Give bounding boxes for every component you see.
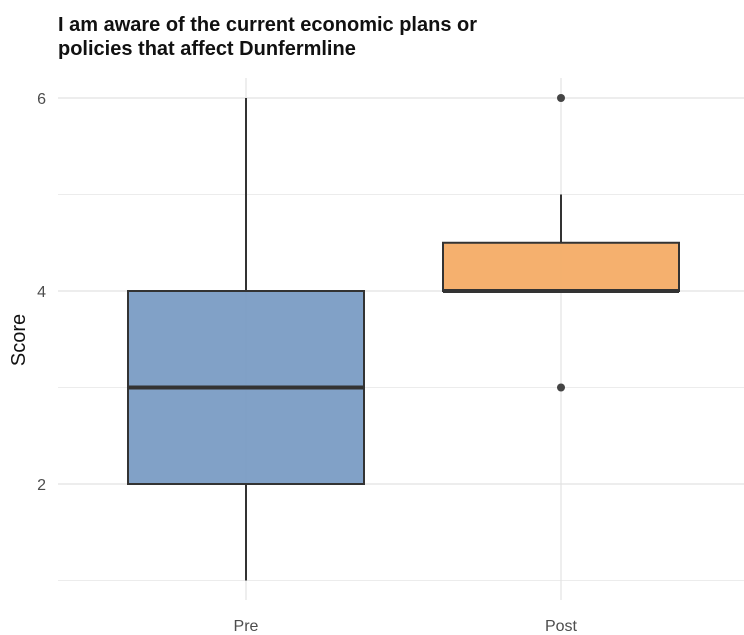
x-tick-labels: Pre Post xyxy=(234,618,578,635)
outlier-point xyxy=(557,94,565,102)
box-pre xyxy=(127,98,365,581)
box-post xyxy=(442,94,680,392)
chart-title-line-1: I am aware of the current economic plans… xyxy=(58,14,478,36)
y-tick-label: 2 xyxy=(37,477,46,494)
y-axis-label: Score xyxy=(8,314,30,366)
chart-title-line-2: policies that affect Dunfermline xyxy=(58,38,356,60)
x-tick-label: Pre xyxy=(234,618,259,635)
x-tick-label: Post xyxy=(545,618,578,635)
y-tick-label: 6 xyxy=(37,91,46,108)
y-tick-label: 4 xyxy=(37,284,46,301)
boxes xyxy=(127,94,680,581)
y-tick-labels: 2 4 6 xyxy=(37,91,46,494)
outlier-point xyxy=(557,383,565,392)
iqr-box xyxy=(442,241,680,292)
